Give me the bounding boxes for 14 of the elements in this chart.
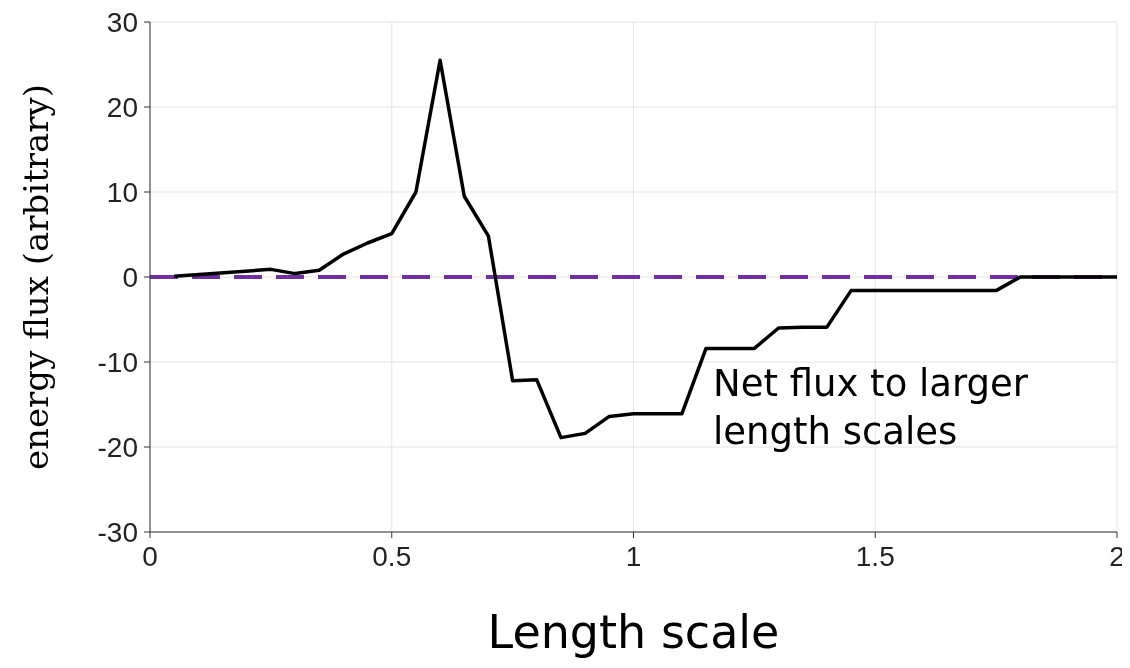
y-axis-title: energy flux (arbitrary) bbox=[16, 83, 57, 471]
y-tick-label: 30 bbox=[106, 6, 138, 38]
y-tick-label: -30 bbox=[97, 516, 138, 548]
y-tick-label: -10 bbox=[97, 346, 138, 378]
x-tick-label: 0.5 bbox=[372, 540, 412, 572]
y-tick-label: 10 bbox=[106, 176, 138, 208]
x-tick-label: 0 bbox=[142, 540, 158, 572]
y-tick-label: 0 bbox=[122, 261, 138, 293]
x-tick-label: 1 bbox=[625, 540, 642, 572]
y-tick-label: 20 bbox=[106, 91, 138, 123]
y-tick-label: -20 bbox=[97, 431, 138, 463]
annotation: Net flux to larger length scales bbox=[713, 361, 1029, 455]
x-tick-label: 1.5 bbox=[855, 540, 895, 572]
x-axis-title: Length scale bbox=[487, 605, 780, 659]
